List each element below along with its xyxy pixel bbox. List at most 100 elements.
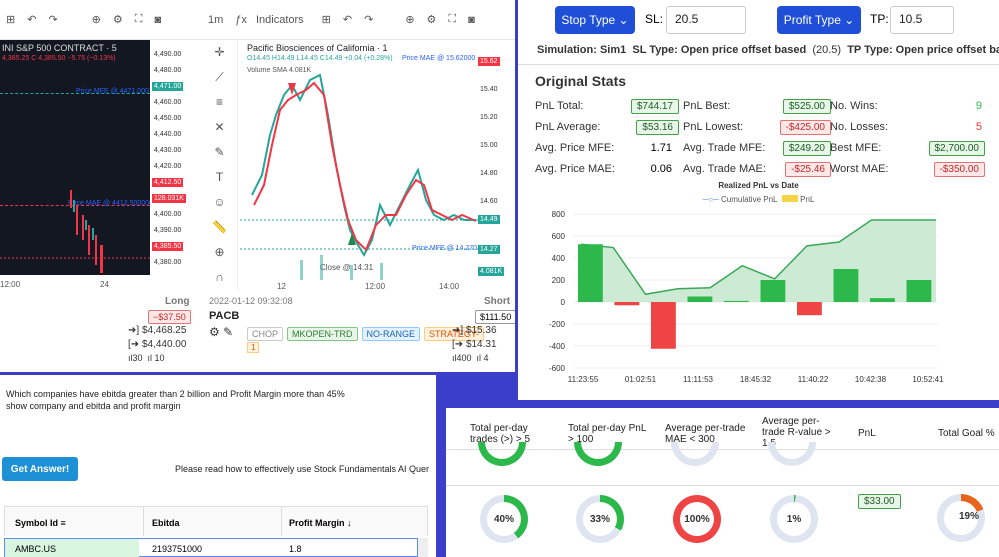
- table-row[interactable]: AMBC.US 2193751000 1.8: [4, 538, 418, 557]
- x-tick: 10:52:41: [912, 375, 944, 384]
- x-tick: 11:11:53: [683, 375, 714, 384]
- gear-icon[interactable]: ⚙: [112, 14, 123, 26]
- stop-type-dropdown[interactable]: Stop Type ⌄: [555, 6, 635, 34]
- indicators-button[interactable]: ƒx Indicators: [235, 13, 304, 26]
- col-profit-margin[interactable]: Profit Margin ↓: [289, 518, 352, 528]
- price-tick: 4,480.00: [154, 67, 182, 74]
- x-tick: 11:23:55: [568, 375, 599, 384]
- y-tick: 400: [552, 254, 566, 263]
- tag[interactable]: STRATEGY-: [424, 327, 485, 341]
- tag-list: CHOP MKOPEN-TRD NO-RANGE STRATEGY-: [247, 327, 485, 341]
- stat-label: Worst MAE:: [830, 163, 889, 175]
- cell-ebitda: 2193751000: [152, 544, 203, 554]
- x-tick: 11:40:22: [798, 375, 829, 384]
- price-tick: 4.081K: [478, 267, 505, 276]
- help-note[interactable]: Please read how to effectively use Stock…: [175, 464, 429, 474]
- fib-icon[interactable]: ≡: [215, 95, 223, 109]
- pnl-bar: [687, 296, 713, 302]
- sl-label: SL:: [645, 12, 664, 26]
- price-tick: 15.20: [480, 114, 498, 121]
- pnl-bar: [578, 244, 603, 302]
- redo-icon[interactable]: ↷: [364, 14, 374, 26]
- fullscreen-icon[interactable]: ⛶: [134, 13, 143, 25]
- goal-header: PnL: [858, 428, 876, 439]
- col-symbol[interactable]: Symbol Id ≡: [15, 518, 66, 528]
- chart-legend: ─○─ Cumulative PnL PnL: [702, 195, 815, 204]
- ruler-icon[interactable]: 📏: [212, 220, 227, 234]
- tag[interactable]: CHOP: [247, 327, 284, 341]
- tag[interactable]: NO-RANGE: [361, 327, 421, 341]
- gear-icon[interactable]: ⚙: [426, 14, 437, 26]
- trendline-icon[interactable]: ⟋: [215, 70, 224, 84]
- get-answer-button[interactable]: Get Answer!: [2, 457, 78, 481]
- profit-type-dropdown[interactable]: Profit Type ⌄: [777, 6, 861, 34]
- y-tick: 200: [552, 276, 566, 285]
- tag[interactable]: MKOPEN-TRD: [287, 327, 358, 341]
- pattern-icon[interactable]: ✕: [214, 120, 225, 134]
- price-mae-label: Price MAE @ 15.62000: [402, 55, 476, 62]
- x-tick: 10:42:38: [855, 375, 887, 384]
- camera-icon[interactable]: ◙: [154, 13, 162, 26]
- zoom-icon[interactable]: ⊕: [405, 14, 415, 26]
- goal-header: Average per-trade MAE < 300: [665, 423, 746, 445]
- stat-label: No. Wins:: [830, 100, 878, 112]
- price-tick: 15.40: [480, 86, 498, 93]
- ai-query-panel: Which companies have ebitda greater than…: [0, 375, 436, 557]
- goal-donut: 100%: [673, 495, 721, 543]
- emoji-icon[interactable]: ☺: [213, 195, 226, 209]
- stat-value: -$350.00: [933, 162, 985, 177]
- settings-icon[interactable]: ⚙ ✎: [209, 325, 234, 339]
- zoom-icon[interactable]: ⊕: [91, 14, 101, 26]
- stat-label: Best MFE:: [830, 142, 882, 154]
- price-tick: 14.49: [478, 215, 500, 224]
- goals-header: Total per-day trades (>) > 5 Total per-d…: [446, 408, 999, 450]
- crosshair-icon[interactable]: ✛: [214, 45, 225, 59]
- brush-icon[interactable]: ✎: [214, 145, 225, 159]
- price-tick: 4,400.00: [154, 211, 182, 218]
- col-ebitda[interactable]: Ebitda: [152, 518, 180, 528]
- stat-label: Avg. Price MFE:: [535, 142, 615, 154]
- stat-value: -$425.00: [779, 120, 831, 135]
- redo-icon[interactable]: ↷: [48, 14, 58, 26]
- price-tick: 4,440.00: [154, 131, 182, 138]
- camera-icon[interactable]: ◙: [468, 13, 475, 26]
- price-tick: 14.27: [478, 245, 500, 254]
- cumulative-line: [580, 219, 936, 296]
- goal-header: Total Goal %: [938, 428, 995, 439]
- goal-donut: 1%: [770, 495, 818, 543]
- undo-icon[interactable]: ↶: [342, 14, 353, 26]
- tp-input[interactable]: 10.5: [890, 6, 954, 34]
- undo-icon[interactable]: ↶: [27, 14, 37, 26]
- es-price-chart[interactable]: INI S&P 500 CONTRACT · 5 4,385.25 C 4,38…: [0, 40, 202, 275]
- pacb-candles[interactable]: [240, 55, 480, 285]
- y-tick: 800: [552, 210, 566, 219]
- stat-label: Avg. Price MAE:: [535, 163, 615, 175]
- donut-partial: [478, 442, 526, 466]
- price-tick: 4,430.00: [154, 147, 182, 154]
- interval-button[interactable]: 1m: [208, 13, 224, 26]
- pnl-bar: [906, 280, 932, 302]
- text-icon[interactable]: T: [215, 170, 224, 184]
- zoom-in-icon[interactable]: ⊕: [214, 245, 225, 259]
- price-tick: 15.00: [480, 142, 498, 149]
- exit-price: [➜ $14.31: [452, 339, 497, 350]
- magnet-icon[interactable]: ∩: [215, 270, 224, 284]
- stat-label: PnL Total:: [535, 100, 584, 112]
- simulation-panel: Stop Type ⌄ SL: 20.5 Profit Type ⌄ TP: 1…: [518, 0, 999, 400]
- chart-ohlc: 4,385.25 C 4,385.50 −5.75 (−0.13%): [2, 55, 116, 62]
- sl-input[interactable]: 20.5: [666, 6, 746, 34]
- volume-label: Volume SMA 4.081K: [247, 67, 312, 74]
- donut-partial: [574, 442, 622, 466]
- fullscreen-icon[interactable]: ⛶: [448, 13, 457, 25]
- y-tick: -600: [549, 364, 566, 373]
- donut-label: 100%: [684, 513, 710, 525]
- time-tick: 12: [277, 282, 286, 291]
- layout-icon[interactable]: ⊞: [321, 14, 331, 26]
- query-text[interactable]: Which companies have ebitda greater than…: [6, 389, 345, 411]
- tag[interactable]: 1: [247, 342, 260, 353]
- stat-value: $525.00: [782, 99, 831, 114]
- layout-icon[interactable]: ⊞: [6, 14, 16, 26]
- qty: ıl30 ıl 10: [128, 353, 165, 363]
- scrollbar[interactable]: [418, 538, 428, 557]
- y-tick: -400: [549, 342, 566, 351]
